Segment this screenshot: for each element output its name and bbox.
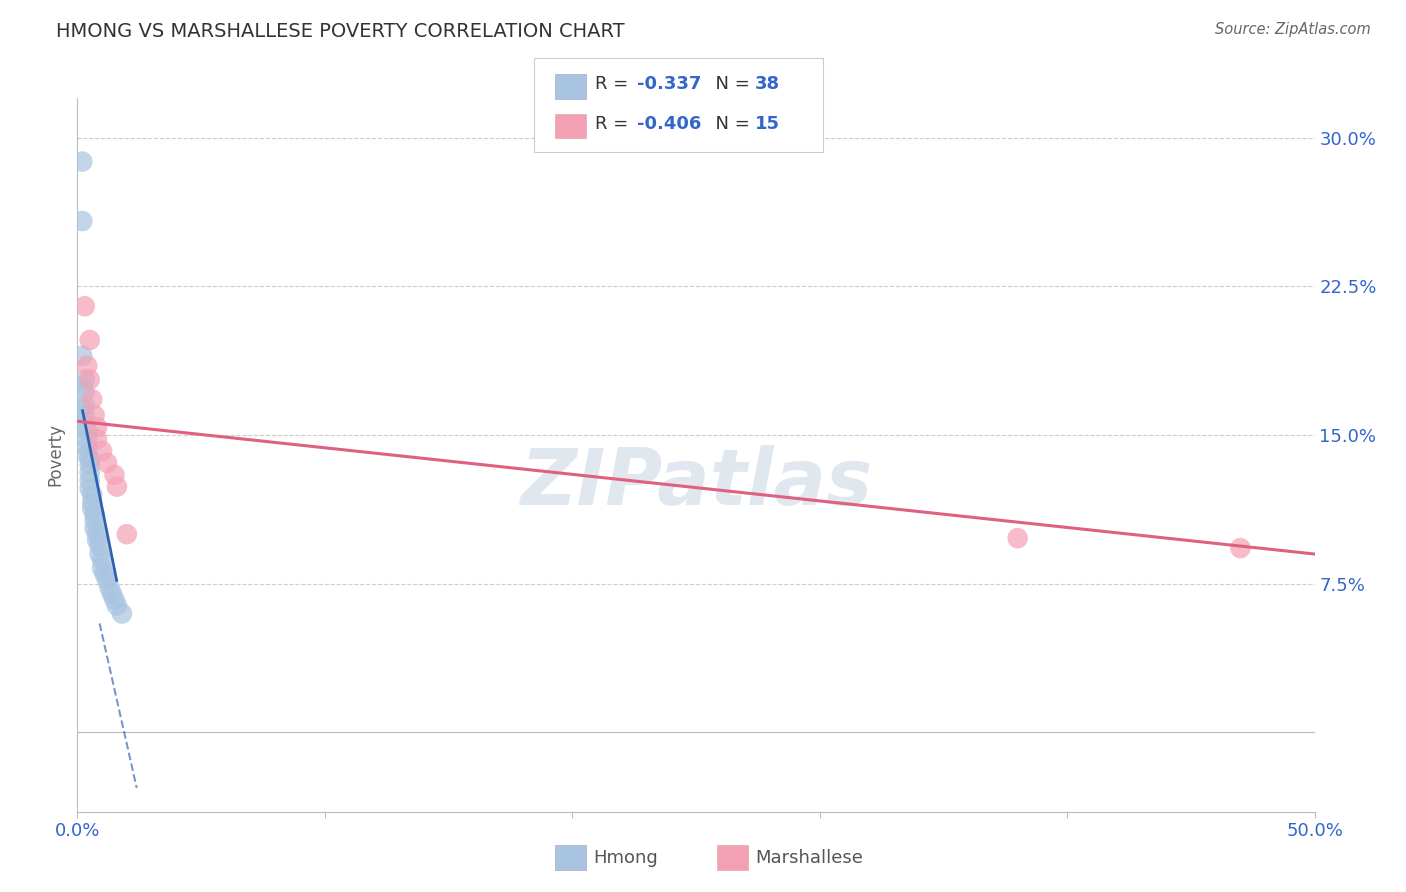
Point bbox=[1007, 531, 1029, 545]
Point bbox=[73, 373, 96, 387]
Text: R =: R = bbox=[595, 76, 634, 94]
Point bbox=[83, 508, 105, 522]
Point bbox=[103, 467, 125, 482]
Text: -0.406: -0.406 bbox=[637, 115, 702, 133]
Point bbox=[83, 409, 105, 423]
Point bbox=[83, 513, 105, 527]
Text: HMONG VS MARSHALLESE POVERTY CORRELATION CHART: HMONG VS MARSHALLESE POVERTY CORRELATION… bbox=[56, 22, 624, 41]
Point bbox=[91, 553, 114, 567]
Point bbox=[83, 521, 105, 535]
Point bbox=[79, 451, 101, 466]
Point bbox=[73, 384, 96, 399]
Point bbox=[76, 432, 98, 446]
Point bbox=[86, 432, 108, 446]
Point bbox=[86, 420, 108, 434]
Point bbox=[79, 482, 101, 496]
Point bbox=[79, 466, 101, 480]
Point bbox=[86, 533, 108, 548]
Point bbox=[103, 592, 125, 607]
Point bbox=[73, 409, 96, 423]
Point bbox=[98, 581, 121, 595]
Point bbox=[72, 214, 94, 228]
Point bbox=[72, 154, 94, 169]
Point bbox=[76, 424, 98, 438]
Text: 38: 38 bbox=[755, 76, 780, 94]
Point bbox=[96, 456, 118, 470]
Point bbox=[82, 501, 104, 516]
Point bbox=[79, 458, 101, 472]
Point bbox=[76, 440, 98, 454]
Point bbox=[89, 547, 111, 561]
Point bbox=[105, 599, 128, 613]
Point bbox=[82, 487, 104, 501]
Text: Hmong: Hmong bbox=[593, 849, 658, 867]
Y-axis label: Poverty: Poverty bbox=[46, 424, 65, 486]
Text: -0.337: -0.337 bbox=[637, 76, 702, 94]
Point bbox=[93, 566, 115, 581]
Point bbox=[91, 561, 114, 575]
Point bbox=[91, 444, 114, 458]
Text: N =: N = bbox=[704, 76, 756, 94]
Point bbox=[82, 392, 104, 407]
Text: ZIPatlas: ZIPatlas bbox=[520, 445, 872, 522]
Text: Marshallese: Marshallese bbox=[755, 849, 863, 867]
Point bbox=[72, 402, 94, 417]
Text: R =: R = bbox=[595, 115, 634, 133]
Text: 15: 15 bbox=[755, 115, 780, 133]
Point bbox=[105, 480, 128, 494]
Point bbox=[1229, 541, 1251, 555]
Point bbox=[79, 474, 101, 488]
Point bbox=[73, 418, 96, 433]
Text: N =: N = bbox=[704, 115, 756, 133]
Point bbox=[76, 448, 98, 462]
Point bbox=[96, 573, 118, 587]
Point bbox=[89, 539, 111, 553]
Point bbox=[72, 378, 94, 392]
Point bbox=[101, 587, 124, 601]
Point bbox=[72, 349, 94, 363]
Point bbox=[79, 333, 101, 347]
Text: Source: ZipAtlas.com: Source: ZipAtlas.com bbox=[1215, 22, 1371, 37]
Point bbox=[111, 607, 134, 621]
Point bbox=[73, 398, 96, 412]
Point bbox=[86, 527, 108, 541]
Point bbox=[82, 495, 104, 509]
Point bbox=[79, 373, 101, 387]
Point bbox=[76, 359, 98, 373]
Point bbox=[73, 299, 96, 313]
Point bbox=[115, 527, 138, 541]
